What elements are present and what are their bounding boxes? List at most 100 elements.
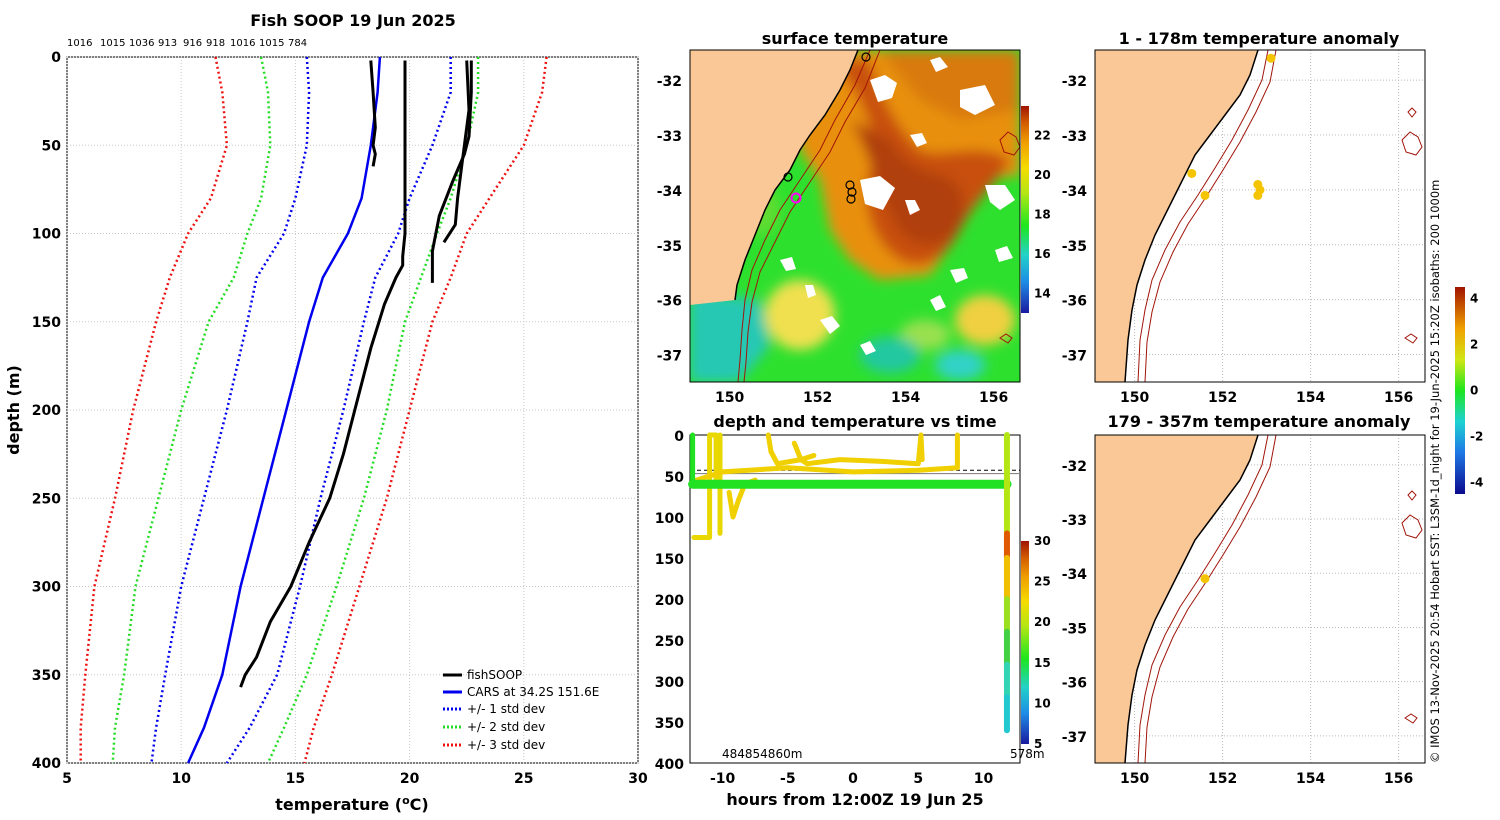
profile-ylabel: depth (m) bbox=[4, 365, 23, 455]
x-tick-label: 25 bbox=[514, 771, 533, 787]
lat-tick-label: -36 bbox=[1062, 294, 1087, 310]
y-tick-label: 400 bbox=[32, 756, 61, 772]
series--1-std-dev-low- bbox=[150, 56, 311, 764]
series--3-std-dev-high- bbox=[303, 56, 548, 764]
anom1-frame bbox=[1094, 49, 1426, 383]
time-x-tick-label: 0 bbox=[848, 771, 858, 787]
time-y-tick-label: 300 bbox=[655, 675, 684, 691]
anom2-title: 179 - 357m temperature anomaly bbox=[1108, 412, 1411, 431]
colorbar-tick-label: 25 bbox=[1034, 575, 1051, 589]
anom2-ticks: 150 152 154 156 -32 -33 -34 -35 -36 -37 bbox=[1062, 459, 1414, 787]
lon-tick-label: 152 bbox=[1208, 771, 1237, 787]
lon-tick-label: 156 bbox=[979, 390, 1008, 406]
profile-title: Fish SOOP 19 Jun 2025 bbox=[250, 11, 456, 30]
top-label: 918 bbox=[206, 38, 225, 49]
sst-cast-marker bbox=[861, 52, 871, 62]
colorbar-tick-label: 4 bbox=[1470, 292, 1478, 306]
sst-title: surface temperature bbox=[762, 29, 949, 48]
anom2-coastline bbox=[1124, 435, 1259, 763]
lat-tick-label: -34 bbox=[1062, 567, 1088, 583]
lon-tick-label: 154 bbox=[1296, 771, 1325, 787]
top-label: 1015 bbox=[100, 38, 125, 49]
lon-tick-label: 154 bbox=[1296, 390, 1325, 406]
top-label: 784 bbox=[288, 38, 307, 49]
time-x-tick-label: 10 bbox=[974, 771, 994, 787]
series--1-std-dev-high- bbox=[225, 57, 452, 764]
lat-tick-label: -36 bbox=[1062, 676, 1087, 692]
colorbar-tick-label: 20 bbox=[1034, 615, 1051, 629]
series-fishsoop-cast-4 bbox=[442, 60, 471, 244]
anom2-land bbox=[1095, 435, 1258, 763]
series--2-std-dev-high- bbox=[266, 57, 480, 764]
lon-tick-label: 150 bbox=[715, 390, 744, 406]
series-fishsoop-cast-3 bbox=[430, 60, 473, 283]
sst-cast-marker bbox=[783, 172, 793, 182]
colorbar-tick-label: 30 bbox=[1034, 534, 1051, 548]
anom1-isobath-1000 bbox=[1144, 50, 1277, 382]
anom1-ticks: 150 152 154 156 -32 -33 -34 -35 -36 -37 bbox=[1062, 74, 1414, 406]
profile-lines bbox=[79, 56, 548, 764]
top-label: 1036 bbox=[129, 38, 154, 49]
lat-tick-label: -32 bbox=[1062, 459, 1087, 475]
y-tick-label: 200 bbox=[32, 403, 61, 419]
anom2-seamount bbox=[1407, 490, 1417, 501]
y-tick-label: 250 bbox=[32, 491, 61, 507]
sst-cloud-mask bbox=[780, 57, 1015, 355]
colorbar-tick-label: 16 bbox=[1034, 247, 1051, 261]
colorbar-tick-label: 0 bbox=[1470, 384, 1478, 398]
sst-isobath-1000 bbox=[743, 50, 881, 382]
colorbar-tick-label: -4 bbox=[1470, 476, 1483, 490]
colorbar-tick-label: 15 bbox=[1034, 656, 1051, 670]
sst-seamount bbox=[999, 333, 1013, 344]
colorbar-tick-label: 10 bbox=[1034, 696, 1051, 710]
legend-label-cars: CARS at 34.2S 151.6E bbox=[467, 685, 599, 699]
lon-tick-label: 156 bbox=[1384, 771, 1413, 787]
anom1-seamount bbox=[1401, 131, 1423, 156]
lat-tick-label: -37 bbox=[657, 349, 682, 365]
legend-label-sd1: +/- 1 std dev bbox=[467, 702, 545, 716]
time-ticks: 0 50 100 150 200 250 300 350 400 -10 -5 0 5 10 bbox=[655, 429, 994, 787]
colorbar-tick-label: 2 bbox=[1470, 338, 1478, 352]
sst-colorbar-ticks: 14 16 18 20 22 bbox=[1034, 129, 1051, 301]
time-y-tick-label: 400 bbox=[655, 757, 684, 773]
lon-tick-label: 150 bbox=[1120, 771, 1149, 787]
anom1-isobath-200 bbox=[1137, 50, 1269, 382]
anom1-coastline bbox=[1124, 50, 1259, 382]
anom2-points bbox=[1200, 574, 1210, 584]
sst-colorbar bbox=[1021, 106, 1029, 313]
sst-current-position-marker bbox=[790, 192, 802, 204]
time-trace bbox=[691, 432, 723, 540]
y-tick-label: 300 bbox=[32, 580, 61, 596]
y-tick-label: 50 bbox=[42, 138, 62, 154]
anom2-seamount bbox=[1401, 514, 1423, 539]
profile-legend: fishSOOP CARS at 34.2S 151.6E +/- 1 std … bbox=[443, 668, 599, 752]
x-tick-label: 30 bbox=[628, 771, 648, 787]
top-label: 1016 bbox=[67, 38, 92, 49]
time-depth-note-2: 578m bbox=[1010, 747, 1045, 761]
profile-panel: Fish SOOP 19 Jun 2025 1016 1015 1036 913 916… bbox=[4, 11, 648, 814]
time-y-tick-label: 50 bbox=[665, 470, 685, 486]
legend-label-sd2: +/- 2 std dev bbox=[467, 720, 545, 734]
anomaly-point bbox=[1266, 53, 1276, 63]
legend-label-sd3: +/- 3 std dev bbox=[467, 738, 545, 752]
anom1-seamount bbox=[1407, 107, 1417, 118]
time-x-tick-label: 5 bbox=[913, 771, 923, 787]
sst-seamount bbox=[999, 131, 1020, 156]
lon-tick-label: 152 bbox=[803, 390, 832, 406]
lat-tick-label: -35 bbox=[657, 239, 682, 255]
colorbar-tick-label: 20 bbox=[1034, 168, 1051, 182]
series-fishsoop-cast-1 bbox=[369, 60, 377, 167]
sst-frame bbox=[689, 49, 1021, 383]
lat-tick-label: -32 bbox=[1062, 74, 1087, 90]
time-trace bbox=[694, 432, 960, 483]
anom2-frame bbox=[1094, 434, 1426, 764]
time-series-traces bbox=[688, 432, 1020, 734]
profile-top-labels: 1016 1015 1036 913 916 918 1016 1015 784 bbox=[67, 38, 307, 49]
series--3-std-dev-low- bbox=[79, 56, 229, 763]
anomaly-colorbar bbox=[1455, 287, 1465, 494]
x-tick-label: 20 bbox=[400, 771, 420, 787]
sst-map-panel: surface temperature bbox=[657, 29, 1051, 406]
sst-land bbox=[690, 50, 858, 305]
time-y-tick-label: 0 bbox=[674, 429, 684, 445]
